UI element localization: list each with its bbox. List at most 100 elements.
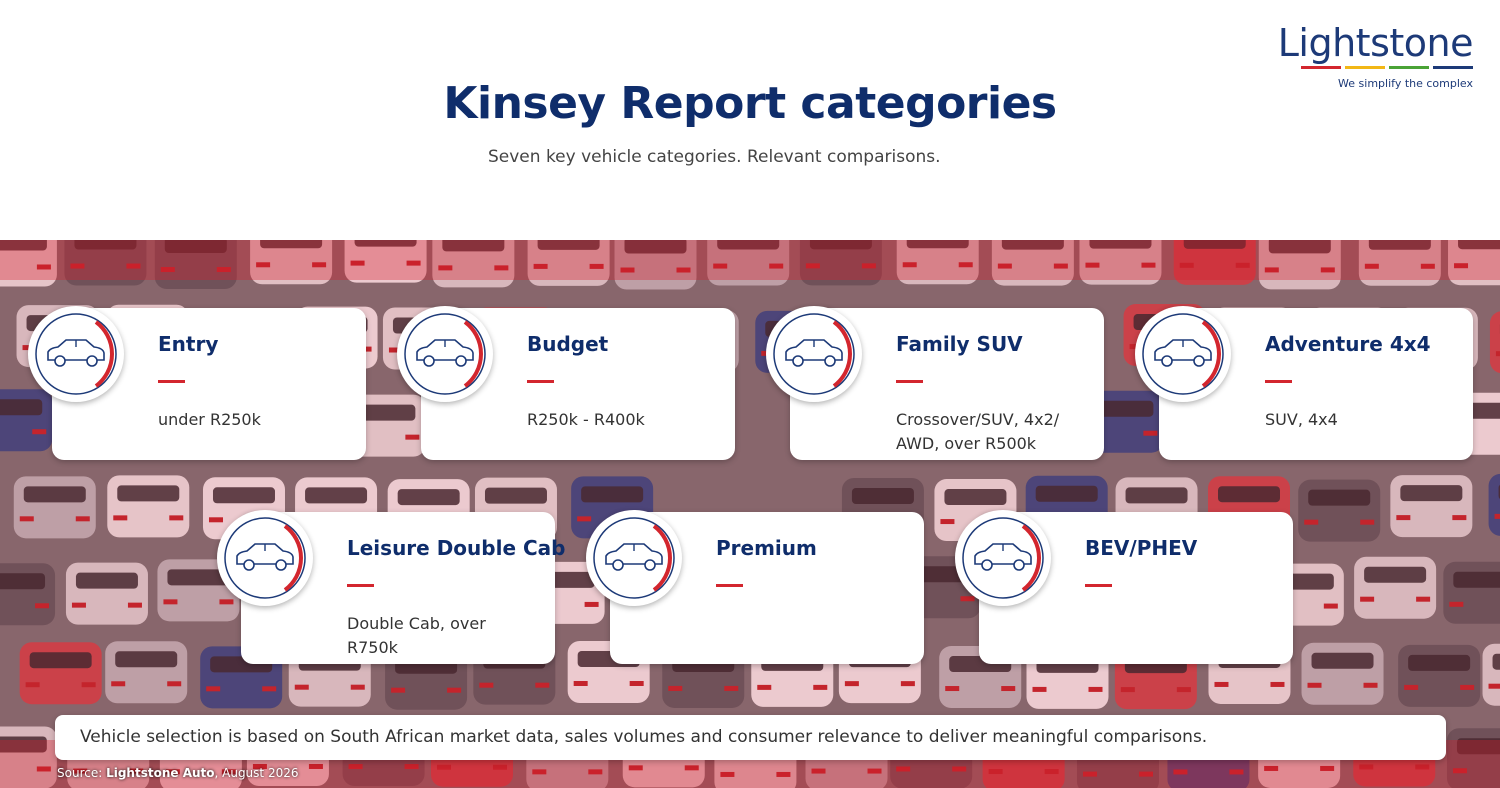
photo-detail xyxy=(593,517,675,599)
photo-detail xyxy=(577,516,592,522)
photo-detail xyxy=(668,685,683,691)
photo-detail xyxy=(348,764,363,770)
logo-bars xyxy=(1278,66,1473,69)
photo-detail xyxy=(945,686,960,692)
photo-detail xyxy=(169,515,184,521)
category-name: Entry xyxy=(158,332,219,356)
category-description: R250k - R400k xyxy=(527,410,645,429)
subtitle: Seven key vehicle categories. Relevant c… xyxy=(488,147,941,167)
photo-detail xyxy=(1270,681,1285,687)
photo-detail xyxy=(1454,263,1469,269)
photo-detail xyxy=(1408,654,1471,671)
photo-detail xyxy=(1021,524,1041,592)
photo-detail xyxy=(36,766,51,772)
photo-detail xyxy=(799,240,882,286)
category-description: Double Cab, over R750k xyxy=(347,614,486,657)
photo-detail xyxy=(19,516,34,522)
accent-dash xyxy=(1085,584,1112,587)
photo-detail xyxy=(1235,262,1250,268)
photo-detail xyxy=(0,240,47,251)
photo-detail xyxy=(1396,515,1411,521)
photo-detail xyxy=(1183,240,1246,249)
photo-detail xyxy=(676,267,691,273)
photo-detail xyxy=(1358,240,1441,286)
photo-detail xyxy=(23,486,86,503)
photo-detail xyxy=(113,515,128,521)
photo-detail xyxy=(811,768,826,774)
category-description: Crossover/SUV, 4x2/ AWD, over R500k xyxy=(896,410,1060,453)
photo-detail xyxy=(1120,687,1135,693)
note-box: Vehicle selection is based on South Afri… xyxy=(55,715,1446,760)
photo-detail xyxy=(294,684,309,690)
category-icon xyxy=(766,306,862,402)
photo-detail xyxy=(1452,515,1467,521)
photo-detail xyxy=(684,765,699,771)
photo-detail xyxy=(1368,240,1431,250)
photo-detail xyxy=(1264,267,1279,273)
photo-detail xyxy=(224,517,306,599)
photo-detail xyxy=(896,766,911,772)
photo-detail xyxy=(404,764,419,770)
photo-detail xyxy=(1453,571,1500,588)
photo-detail xyxy=(484,487,547,504)
photo-detail xyxy=(1420,263,1435,269)
category-name: Family SUV xyxy=(896,332,1023,356)
photo-detail xyxy=(283,524,303,592)
photo-detail xyxy=(757,684,772,690)
photo-detail xyxy=(463,320,483,388)
photo-detail xyxy=(1268,240,1331,254)
photo-detail xyxy=(262,686,277,692)
icon-graphic xyxy=(35,313,117,395)
photo-detail xyxy=(442,240,505,252)
photo-detail xyxy=(160,267,175,273)
photo-detail xyxy=(397,489,460,506)
photo-detail xyxy=(1449,601,1464,607)
photo-detail xyxy=(164,240,227,254)
photo-detail xyxy=(1141,262,1156,268)
category-card: Premium xyxy=(586,510,924,664)
accent-dash xyxy=(347,584,374,587)
photo-detail xyxy=(824,355,836,367)
photo-detail xyxy=(219,599,234,605)
photo-detail xyxy=(988,769,1003,775)
photo-detail xyxy=(1495,351,1500,357)
photo-detail xyxy=(1176,687,1191,693)
photo-detail xyxy=(773,313,855,395)
photo-detail xyxy=(652,524,672,592)
photo-detail xyxy=(944,489,1007,506)
logo-tagline: We simplify the complex xyxy=(1338,77,1473,90)
photo-detail xyxy=(776,771,791,777)
photo-detail xyxy=(73,768,88,774)
logo[interactable]: Lightstone We simplify the complex xyxy=(1277,21,1474,90)
photo-detail xyxy=(629,680,644,686)
photo-detail xyxy=(1307,682,1322,688)
photo-detail xyxy=(1404,684,1419,690)
photo-detail xyxy=(1125,487,1188,504)
photo-detail xyxy=(117,485,180,502)
photo-detail xyxy=(1001,240,1064,250)
photo-detail xyxy=(404,313,486,395)
photo-detail xyxy=(126,263,141,269)
photo-detail xyxy=(902,262,917,268)
category-name: Premium xyxy=(716,536,817,560)
photo-detail xyxy=(851,488,914,505)
photo-detail xyxy=(455,355,467,367)
photo-detail xyxy=(1359,764,1374,770)
photo-detail xyxy=(163,599,178,605)
accent-dash xyxy=(527,380,554,383)
photo-detail xyxy=(206,686,221,692)
photo-detail xyxy=(1304,519,1319,525)
logo-name: Lightstone xyxy=(1277,21,1474,65)
category-icon xyxy=(397,306,493,402)
photo-detail xyxy=(165,769,180,775)
photo-detail xyxy=(717,240,780,250)
photo-detail xyxy=(896,240,979,285)
photo-detail xyxy=(1085,262,1100,268)
photo-detail xyxy=(1320,267,1335,273)
photo-detail xyxy=(252,764,267,770)
photo-detail xyxy=(243,559,255,571)
icon-graphic xyxy=(224,517,306,599)
category-name: Leisure Double Cab xyxy=(347,536,566,560)
photo-detail xyxy=(844,681,859,687)
photo-detail xyxy=(1173,240,1256,285)
